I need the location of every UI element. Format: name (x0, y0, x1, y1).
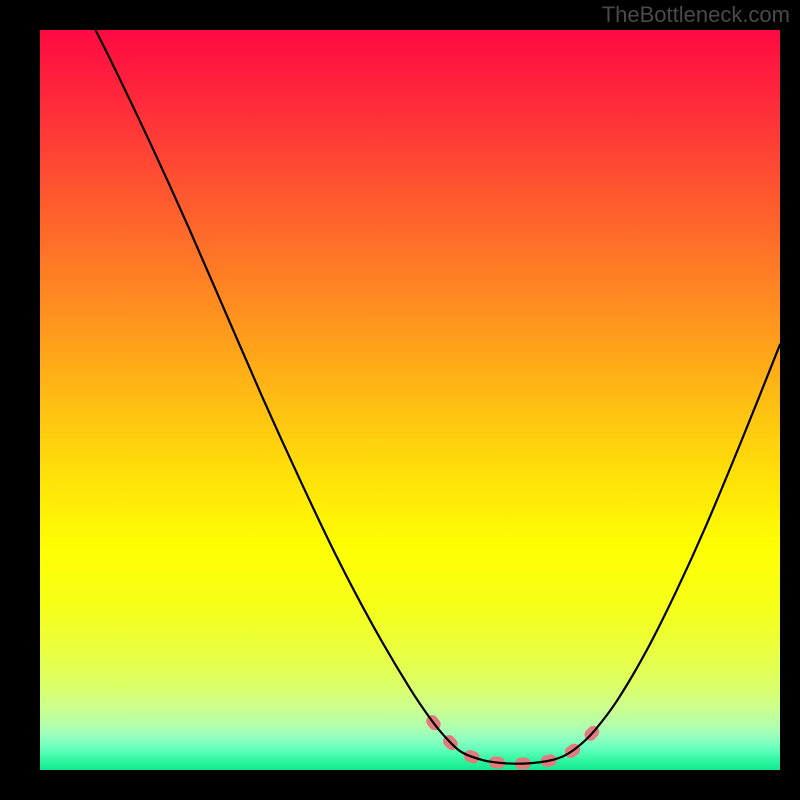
gradient-plot-area (40, 30, 780, 770)
chart-stage: TheBottleneck.com (0, 0, 800, 800)
bottleneck-chart-svg (0, 0, 800, 800)
